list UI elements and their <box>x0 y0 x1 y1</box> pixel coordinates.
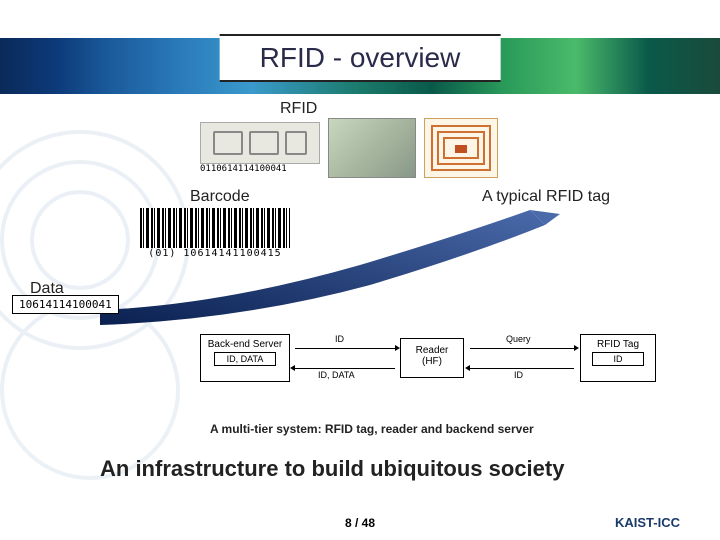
rfid-coil-tag-image <box>424 118 498 178</box>
infrastructure-statement: An infrastructure to build ubiquitous so… <box>100 456 564 482</box>
arrow-tag-to-reader <box>470 368 574 369</box>
backend-label: Back-end Server <box>208 339 282 350</box>
reader-box: Reader (HF) <box>400 338 464 378</box>
backend-data-box: ID, DATA <box>214 352 276 366</box>
rfid-number: 0110614114100041 <box>200 164 320 174</box>
rfid-images-row: 0110614114100041 <box>200 118 498 178</box>
backend-server-box: Back-end Server ID, DATA <box>200 334 290 382</box>
arrow-id-data-label: ID, DATA <box>318 370 355 380</box>
arrow-id-label-1: ID <box>335 334 344 344</box>
barcode-image: (01) 10614141100415 <box>140 208 290 259</box>
tag-label: RFID Tag <box>597 339 639 350</box>
rfid-inlay-image: 0110614114100041 <box>200 122 320 174</box>
barcode-label: Barcode <box>190 188 250 206</box>
rfid-photo-image <box>328 118 416 178</box>
arrow-query-label: Query <box>506 334 531 344</box>
content-area: RFID 0110614114100041 Barcode A typical … <box>0 100 720 540</box>
rfid-label: RFID <box>280 100 317 118</box>
page-number: 8 / 48 <box>345 516 375 530</box>
diagram-caption: A multi-tier system: RFID tag, reader an… <box>210 422 534 436</box>
typical-tag-label: A typical RFID tag <box>482 188 610 206</box>
page-title: RFID - overview <box>260 42 461 74</box>
arrow-reader-to-backend <box>295 368 395 369</box>
footer-org: KAIST-ICC <box>615 515 680 530</box>
barcode-number: (01) 10614141100415 <box>140 248 290 259</box>
arrow-backend-to-reader-top <box>295 348 395 349</box>
data-value-box: 10614114100041 <box>12 295 119 314</box>
tag-id-box: ID <box>592 352 644 366</box>
arrow-reader-to-tag <box>470 348 574 349</box>
rfid-tag-box: RFID Tag ID <box>580 334 656 382</box>
arrow-id-label-2: ID <box>514 370 523 380</box>
system-diagram: Back-end Server ID, DATA Reader (HF) RFI… <box>200 324 680 414</box>
title-container: RFID - overview <box>220 34 501 82</box>
